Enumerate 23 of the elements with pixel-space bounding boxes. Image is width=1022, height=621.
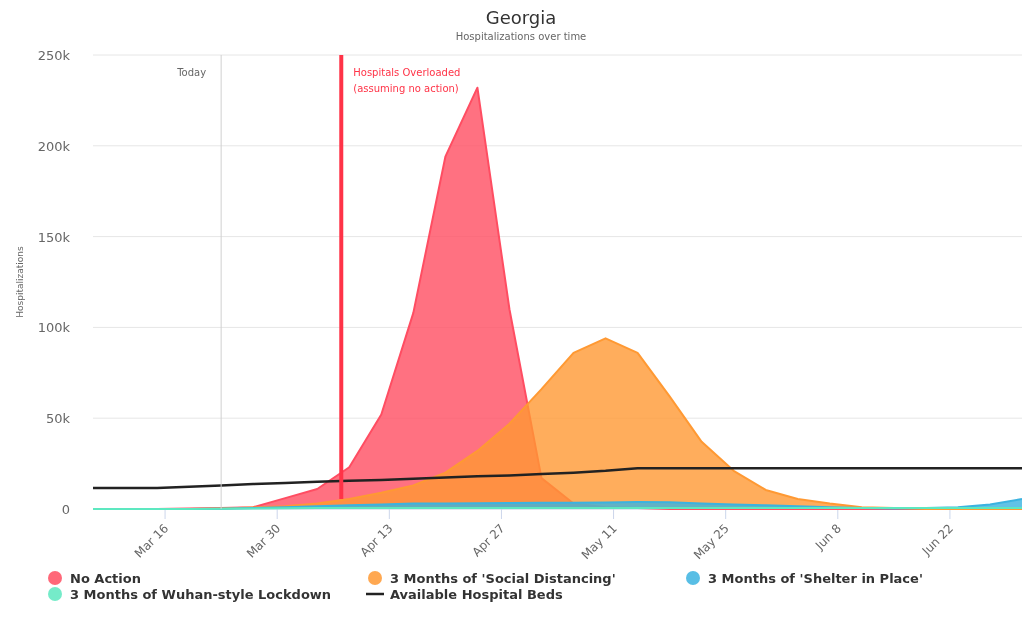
line-series (91, 466, 1022, 490)
legend-label: No Action (70, 571, 141, 586)
chart-subtitle: Hospitalizations over time (455, 31, 587, 42)
chart-title: Georgia (485, 7, 557, 28)
y-tick-label: 100k (37, 320, 71, 336)
legend-label: 3 Months of 'Shelter in Place' (708, 571, 923, 586)
x-tick-label: Apr 27 (469, 521, 508, 560)
x-tick-label: Apr 13 (357, 521, 396, 560)
x-tick-label: Jun 8 (811, 521, 844, 554)
x-tick-label: Mar 30 (243, 521, 284, 561)
y-tick-label: 0 (61, 502, 70, 517)
y-tick-label: 250k (37, 48, 71, 63)
ref-line-label: Hospitals Overloaded (assuming no action) (353, 67, 461, 94)
y-axis-title: Hospitalizations (15, 246, 25, 318)
y-tick-label: 200k (37, 138, 71, 154)
legend-label: 3 Months of Wuhan-style Lockdown (70, 587, 332, 602)
y-tick-label: 150k (37, 229, 71, 245)
ref-line-label: Today (176, 67, 207, 78)
x-tick-label: Mar 16 (131, 521, 172, 561)
y-tick-label: 50k (45, 411, 71, 427)
legend-label: 3 Months of 'Social Distancing' (390, 571, 616, 586)
legend-label: Available Hospital Beds (390, 587, 563, 602)
x-tick-label: Jun 22 (918, 521, 957, 559)
